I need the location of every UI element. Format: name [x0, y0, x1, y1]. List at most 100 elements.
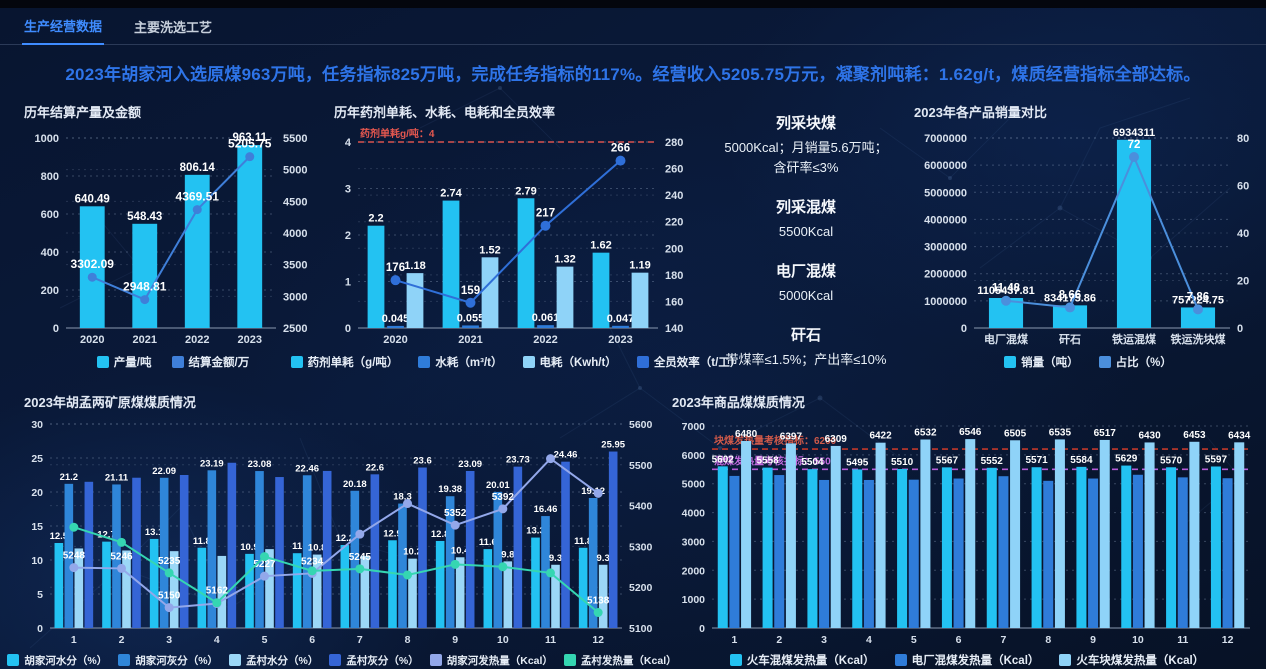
svg-text:240: 240: [665, 190, 683, 202]
product-sales-plot-area[interactable]: 0 1000000 2000000 3000000 4000000 5000000 6000…: [912, 122, 1264, 350]
legend-swatch-icon: [290, 356, 303, 368]
svg-text:4: 4: [214, 634, 220, 646]
svg-text:1.32: 1.32: [554, 254, 575, 266]
legend-label: 销量（吨）: [1021, 357, 1079, 369]
svg-text:5000000: 5000000: [924, 187, 967, 199]
tab-production-data[interactable]: 生产经营数据: [22, 10, 105, 45]
product-name: 列采混煤: [775, 199, 836, 217]
svg-text:6480: 6480: [735, 429, 758, 440]
svg-text:159: 159: [461, 285, 480, 297]
legend-label: 胡家河水分（%）: [24, 654, 108, 667]
legend-swatch-icon: [96, 356, 109, 368]
svg-text:6505: 6505: [1004, 428, 1027, 439]
svg-text:3500: 3500: [283, 260, 307, 272]
legend-item-raw-coal-quality-1[interactable]: 胡家河灰分（%）: [118, 653, 218, 668]
legend-swatch-icon: [522, 356, 535, 368]
legend-swatch-icon: [636, 356, 649, 368]
legend-label: 全员效率（t/工）: [653, 357, 742, 369]
svg-text:200: 200: [41, 285, 59, 297]
svg-text:6430: 6430: [1138, 430, 1161, 441]
legend-item-annual-consumption-3[interactable]: 全员效率（t/工）: [636, 354, 742, 370]
svg-text:1000: 1000: [35, 133, 59, 145]
raw-coal-quality-plot-area[interactable]: 0 5 10 15 20 25 30 5100 5200 5300 5400 5500 5600 1 2 3 4…: [22, 412, 662, 648]
svg-text:10: 10: [31, 555, 43, 567]
legend-item-annual-consumption-2[interactable]: 电耗（Kwh/t）: [522, 354, 617, 370]
svg-text:2000: 2000: [682, 565, 706, 577]
svg-text:1.18: 1.18: [404, 260, 425, 272]
legend-item-raw-coal-quality-4[interactable]: 胡家河发热量（Kcal）: [429, 653, 553, 668]
chart-title-annual-output: 历年结算产量及金额: [24, 105, 142, 120]
svg-text:806.14: 806.14: [180, 162, 216, 174]
legend-item-product-sales-1[interactable]: 占比（%）: [1098, 354, 1172, 370]
annual-output-plot-area[interactable]: 0 200 400 600 800 1000 2500 3000 3500 4000 4500 500…: [22, 122, 324, 350]
svg-text:548.43: 548.43: [127, 211, 162, 223]
svg-text:10.9: 10.9: [240, 542, 258, 553]
legend-item-raw-coal-quality-3[interactable]: 孟村灰分（%）: [329, 653, 419, 668]
legend-label: 药剂单耗（g/吨）: [307, 357, 399, 369]
tab-washing-process[interactable]: 主要洗选工艺: [134, 20, 213, 35]
svg-text:23.09: 23.09: [458, 459, 482, 470]
annual-consumption-plot-area[interactable]: 0 1 2 3 4 140 160 180 200 220 240 260 280 2020 2021 202…: [332, 122, 700, 350]
commodity-coal-quality-chart: 2023年商品煤煤质情况 0 1000 2000 3000 4000 5000 6000 70…: [670, 392, 1264, 669]
legend-item-annual-output-1[interactable]: 结算金额/万: [171, 354, 250, 370]
svg-text:834175.86: 834175.86: [1044, 292, 1096, 304]
svg-text:5602: 5602: [712, 454, 735, 465]
svg-text:0.045: 0.045: [382, 313, 410, 325]
svg-text:400: 400: [41, 247, 59, 259]
svg-text:20.01: 20.01: [486, 480, 510, 491]
legend-item-annual-output-0[interactable]: 产量/吨: [96, 354, 152, 370]
svg-text:19.12: 19.12: [581, 486, 605, 497]
svg-text:6934311: 6934311: [1113, 127, 1155, 139]
annual-consumption-legend: 药剂单耗（g/吨） 水耗（m³/t） 电耗（Kwh/t） 全员效率（t/工）: [290, 350, 741, 374]
svg-text:12.2: 12.2: [336, 533, 355, 544]
svg-text:5234: 5234: [301, 556, 324, 567]
svg-text:25.95: 25.95: [601, 440, 625, 451]
svg-text:280: 280: [665, 137, 683, 149]
legend-item-raw-coal-quality-2[interactable]: 孟村水分（%）: [229, 653, 318, 668]
svg-text:1: 1: [71, 634, 77, 646]
svg-text:23.73: 23.73: [506, 455, 530, 466]
svg-text:11: 11: [292, 541, 303, 552]
svg-text:5150: 5150: [158, 591, 181, 602]
legend-label: 结算金额/万: [188, 357, 250, 369]
tab-bar: 生产经营数据 主要洗选工艺: [0, 12, 1266, 45]
legend-item-raw-coal-quality-5[interactable]: 孟村发热量（Kcal）: [563, 653, 677, 668]
svg-text:0.047: 0.047: [607, 313, 635, 325]
svg-text:2022: 2022: [185, 334, 209, 346]
legend-item-annual-consumption-1[interactable]: 水耗（m³/t）: [418, 354, 503, 370]
svg-text:9.8: 9.8: [501, 549, 514, 560]
svg-text:5000: 5000: [283, 165, 307, 177]
svg-text:5300: 5300: [629, 541, 653, 553]
svg-text:0: 0: [961, 323, 967, 335]
product-sales-legend: 销量（吨） 占比（%）: [912, 350, 1264, 374]
legend-item-product-sales-0[interactable]: 销量（吨）: [1004, 354, 1079, 370]
product-info-item-0: 列采块煤 5000Kcal；月销量5.6万吨； 含矸率≤3%: [700, 112, 912, 178]
svg-text:5504: 5504: [801, 457, 824, 468]
svg-text:11.8: 11.8: [574, 536, 592, 547]
svg-text:8: 8: [405, 634, 411, 646]
svg-text:5629: 5629: [1115, 454, 1138, 465]
svg-text:5500: 5500: [629, 460, 653, 472]
svg-text:5: 5: [911, 634, 917, 646]
svg-text:块煤发热量考核指标：6200: 块煤发热量考核指标：6200: [714, 434, 837, 447]
svg-text:0: 0: [53, 323, 59, 335]
svg-text:15: 15: [31, 521, 43, 533]
legend-item-commodity-coal-quality-0[interactable]: 火车混煤发热量（Kcal）: [729, 652, 875, 668]
svg-text:23.19: 23.19: [200, 458, 224, 469]
commodity-coal-quality-plot-area[interactable]: 0 1000 2000 3000 4000 5000 6000 7000 1 2 3 4 5 6 7 8 9 10…: [670, 412, 1264, 648]
legend-item-annual-consumption-0[interactable]: 药剂单耗（g/吨）: [290, 354, 399, 370]
legend-item-commodity-coal-quality-2[interactable]: 火车块煤发热量（Kcal）: [1059, 652, 1204, 668]
svg-text:12.7: 12.7: [97, 530, 116, 541]
product-spec-line: 5000Kcal: [778, 287, 834, 303]
legend-label: 孟村水分（%）: [246, 654, 319, 667]
legend-item-raw-coal-quality-0[interactable]: 胡家河水分（%）: [7, 653, 107, 668]
legend-item-commodity-coal-quality-1[interactable]: 电厂混煤发热量（Kcal）: [894, 652, 1039, 668]
svg-text:7000: 7000: [682, 421, 706, 433]
svg-text:22.6: 22.6: [366, 462, 385, 473]
svg-text:6532: 6532: [914, 428, 937, 439]
svg-text:1000: 1000: [682, 594, 706, 606]
svg-text:0: 0: [37, 623, 43, 635]
svg-text:217: 217: [536, 208, 555, 220]
svg-text:25: 25: [31, 453, 43, 465]
svg-text:2.79: 2.79: [515, 185, 536, 197]
